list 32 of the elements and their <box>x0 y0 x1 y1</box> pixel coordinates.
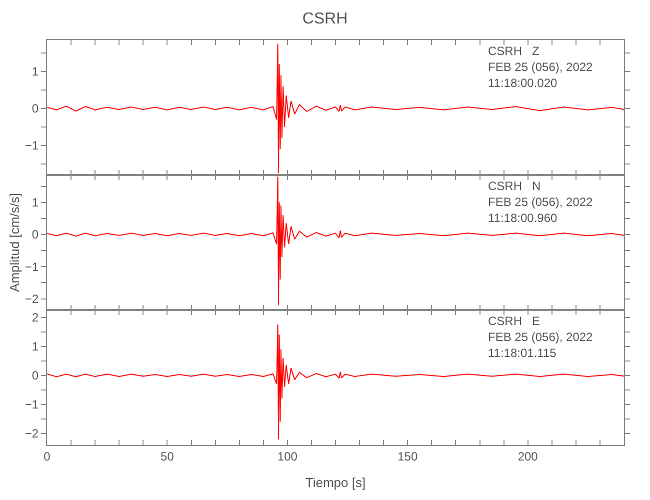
y-tick-label: 0 <box>32 368 39 383</box>
chart-title: CSRH <box>302 10 348 28</box>
annotation: FEB 25 (056), 2022 <box>488 330 594 344</box>
y-tick-label: −1 <box>24 260 39 274</box>
annotation: CSRH Z <box>488 44 540 58</box>
annotation: CSRH E <box>488 314 540 328</box>
y-tick-label: −1 <box>24 398 39 412</box>
y-tick-label: 1 <box>32 339 39 354</box>
line-series <box>47 176 624 306</box>
line-series <box>47 43 624 174</box>
y-axis-title: Amplitud [cm/s/s] <box>6 193 22 292</box>
y-tick-label: 0 <box>32 102 39 116</box>
y-tick-label: −2 <box>24 292 39 306</box>
annotation: 11:18:00.960 <box>488 211 558 225</box>
y-tick-label: −1 <box>24 138 39 153</box>
x-tick-label: 100 <box>277 449 298 464</box>
x-tick-label: 200 <box>518 449 538 464</box>
y-tick-label: 1 <box>32 64 39 79</box>
annotation: CSRH N <box>488 179 541 193</box>
y-tick-label: 2 <box>32 310 39 324</box>
annotation: 11:18:00.020 <box>488 76 558 90</box>
x-tick-label: 0 <box>44 449 51 464</box>
annotation: 11:18:01.115 <box>488 346 557 360</box>
x-axis-title: Tiempo [s] <box>305 475 366 490</box>
x-tick-label: 150 <box>398 449 418 464</box>
y-tick-label: 0 <box>32 228 39 242</box>
y-tick-label: −2 <box>24 426 39 441</box>
annotation: FEB 25 (056), 2022 <box>488 60 594 74</box>
y-tick-label: 1 <box>32 196 39 210</box>
annotation: FEB 25 (056), 2022 <box>488 195 594 209</box>
line-series <box>47 324 624 440</box>
x-tick-label: 50 <box>160 449 174 464</box>
